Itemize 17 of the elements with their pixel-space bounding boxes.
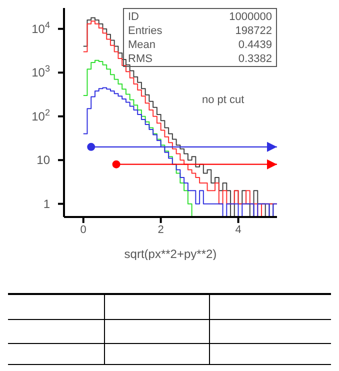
y-tick-label: 10$^{3}$: [32, 64, 50, 80]
annotation: ID: [128, 10, 139, 24]
annotation: RMS: [128, 52, 152, 66]
annotation: 1000000: [229, 10, 272, 24]
y-tick-label: 10: [36, 153, 50, 168]
annotation: no pt cut: [202, 94, 244, 106]
y-tick-label: 10$^{4}$: [32, 20, 50, 36]
annotation: Mean: [128, 38, 156, 52]
x-tick-label: 2: [158, 224, 164, 236]
annotation: Entries: [128, 24, 162, 38]
annotation: 0.3382: [238, 52, 272, 66]
y-tick-label: 1: [43, 196, 50, 211]
x-tick-label: 0: [80, 224, 86, 236]
annotation: 198722: [235, 24, 272, 38]
y-tick-label: 10$^{2}$: [32, 107, 50, 124]
x-tick-label: 4: [235, 224, 242, 236]
annotation: 0.4439: [238, 38, 272, 52]
